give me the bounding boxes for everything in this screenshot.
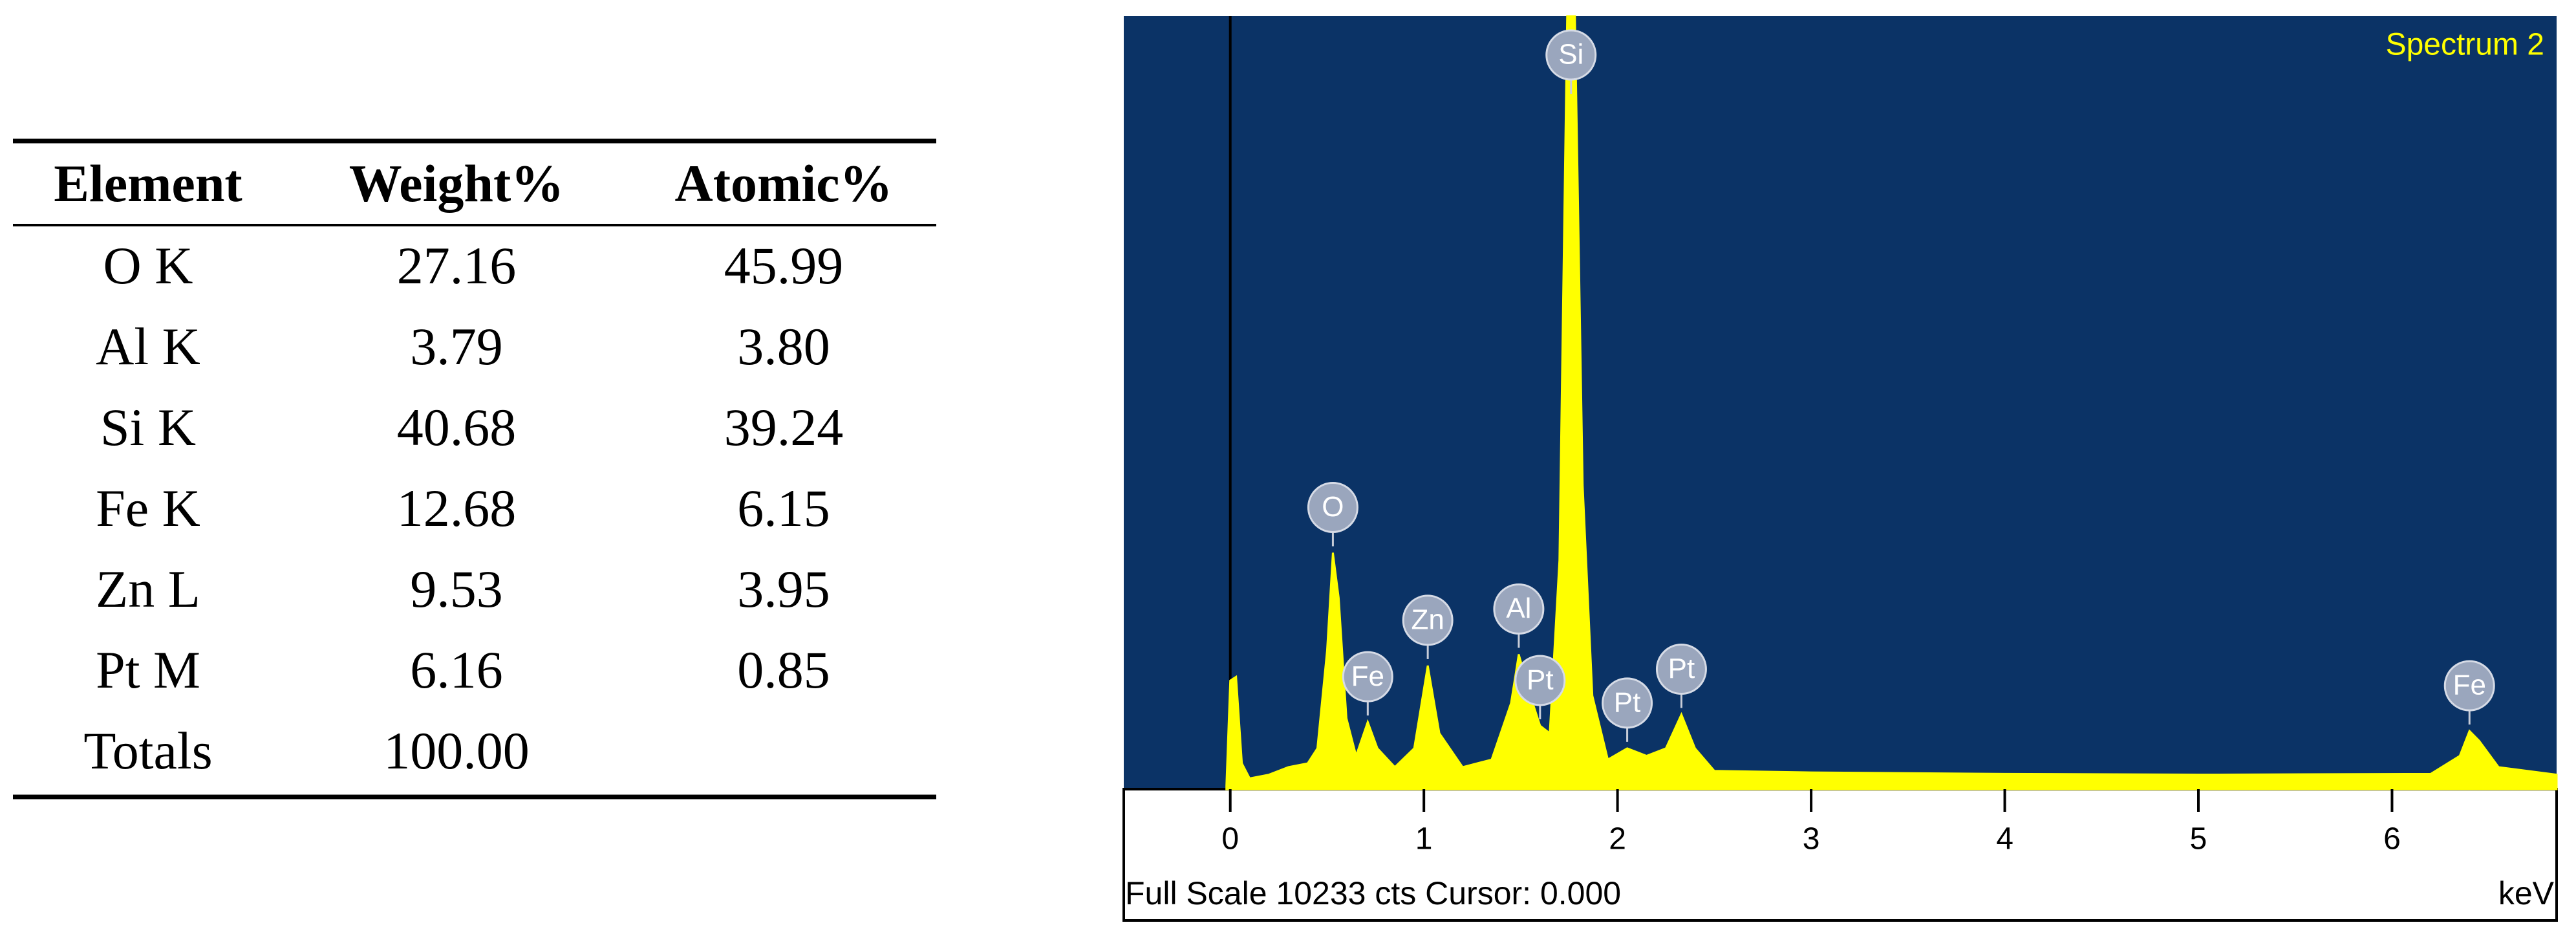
table-cell: 39.24 <box>724 398 844 457</box>
table-cell: 12.68 <box>397 479 517 538</box>
x-tick-label: 4 <box>1996 822 2013 856</box>
spectrum-title: Spectrum 2 <box>2386 28 2544 62</box>
peak-badge <box>1602 677 1653 729</box>
peak-label: Pt <box>1668 653 1695 684</box>
peak-badge <box>1655 644 1707 695</box>
table-cell: Pt M <box>96 640 200 699</box>
table-cell: 27.16 <box>397 236 517 295</box>
table-header-cell: Element <box>54 154 242 213</box>
x-tick-label: 0 <box>1221 822 1239 856</box>
peak-label: Pt <box>1527 664 1554 696</box>
axis-strip <box>1122 788 2558 922</box>
x-tick-label: 2 <box>1609 822 1626 856</box>
table-cell: 3.79 <box>410 317 503 376</box>
peak-label: Pt <box>1614 686 1641 718</box>
peak-label: Al <box>1506 593 1531 624</box>
table-cell: 45.99 <box>724 236 844 295</box>
table-cell: 3.80 <box>737 317 830 376</box>
baseline-band <box>1226 781 2557 789</box>
peak-badge <box>1545 29 1597 81</box>
table-header-cell: Weight% <box>349 154 564 213</box>
table-cell: 40.68 <box>397 398 517 457</box>
peak-label: Fe <box>1351 660 1384 692</box>
peak-badge <box>2443 660 2495 712</box>
peak-badge <box>1307 481 1358 533</box>
table-cell: 3.95 <box>737 560 830 618</box>
peak-badge <box>1342 651 1393 702</box>
peak-label: Fe <box>2453 669 2486 701</box>
table-cell: 6.16 <box>410 640 503 699</box>
table-cell: Si K <box>100 398 196 457</box>
table-cell: Fe K <box>96 479 200 538</box>
x-tick-label: 1 <box>1415 822 1433 856</box>
peak-badge <box>1514 655 1566 706</box>
x-axis-label: keV <box>2498 875 2555 911</box>
peak-badge <box>1402 594 1454 646</box>
x-tick-label: 5 <box>2190 822 2207 856</box>
table-cell: 9.53 <box>410 560 503 618</box>
table-cell: 6.15 <box>737 479 830 538</box>
table-header-cell: Atomic% <box>674 154 892 213</box>
peak-badge <box>1493 583 1545 635</box>
table-cell: 100.00 <box>383 721 530 780</box>
footer-text: Full Scale 10233 cts Cursor: 0.000 <box>1125 875 1621 911</box>
table-cell: O K <box>103 236 193 295</box>
peak-label: O <box>1322 491 1344 523</box>
table-cell: Zn L <box>96 560 200 618</box>
x-tick-label: 3 <box>1803 822 1820 856</box>
x-tick-label: 6 <box>2383 822 2401 856</box>
peak-label: Si <box>1558 39 1583 71</box>
table-cell: Al K <box>96 317 200 376</box>
table-cell: Totals <box>83 721 212 780</box>
table-cell: 0.85 <box>737 640 830 699</box>
peak-label: Zn <box>1411 604 1444 636</box>
